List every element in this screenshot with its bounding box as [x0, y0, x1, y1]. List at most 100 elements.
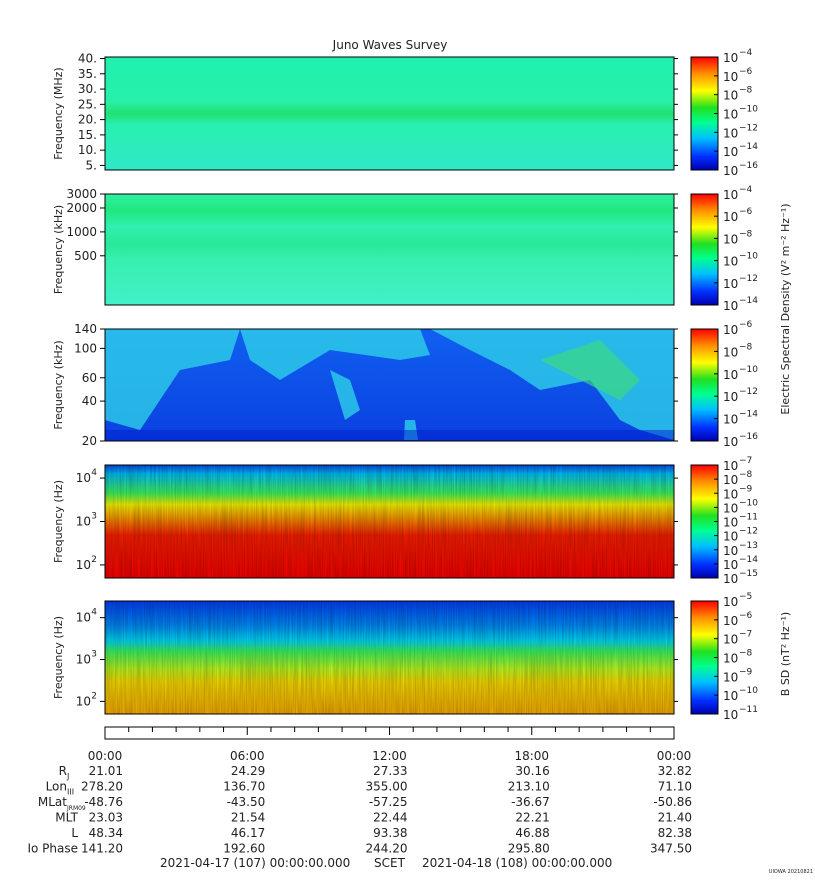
colorbar-tick-exponent: −10 [739, 498, 758, 508]
ephemeris-value: 278.20 [81, 780, 123, 794]
ephemeris-value: -48.76 [84, 795, 123, 809]
spectrogram-image [105, 57, 674, 170]
ephemeris-value: 23.03 [89, 811, 123, 825]
colorbar-tick-exponent: −4 [739, 185, 753, 195]
colorbar-tick-exponent: −7 [739, 456, 752, 466]
colorbar-tick-exponent: −16 [739, 161, 758, 171]
y-tick-label: 10 [76, 653, 91, 667]
ephemeris-value: 93.38 [373, 826, 407, 840]
ephemeris-value: 46.17 [231, 826, 265, 840]
ephemeris-value: 244.20 [366, 842, 408, 856]
colorbar-tick-label: 10 [723, 255, 738, 269]
ephemeris-label: MLT [55, 811, 78, 825]
colorbar-gradient [690, 328, 719, 442]
y-tick-label: 100 [74, 341, 97, 355]
ephemeris-value: 82.38 [658, 826, 692, 840]
footer-end: 2021-04-18 (108) 00:00:00.000 [422, 856, 612, 870]
colorbar-tick-exponent: −12 [739, 274, 758, 284]
time-tick-label: 00:00 [657, 749, 692, 763]
colorbar-tick-exponent: −11 [739, 513, 758, 523]
ephemeris-value: 21.40 [658, 811, 692, 825]
colorbar-tick-exponent: −10 [739, 365, 758, 375]
colorbar-tick-label: 10 [723, 652, 738, 666]
ephemeris-value: -57.25 [369, 795, 408, 809]
colorbar-tick-exponent: −6 [739, 67, 753, 77]
y-tick-label: 3000 [66, 187, 97, 201]
y-tick-label: 10 [76, 611, 91, 625]
emission-feature [540, 340, 640, 400]
ephemeris-label: Io Phase [27, 842, 78, 856]
ephemeris-value: 71.10 [658, 780, 692, 794]
y-tick-label: 10. [78, 143, 97, 157]
colorbar-tick-label: 10 [723, 164, 738, 178]
y-tick-label: 20. [78, 113, 97, 127]
y-tick-exponent: 3 [91, 512, 97, 522]
colorbar-tick-exponent: −6 [739, 207, 753, 217]
ephemeris-value: 22.44 [373, 811, 407, 825]
colorbar-tick-label: 10 [723, 70, 738, 84]
colorbar-tick-exponent: −6 [739, 320, 753, 330]
colorbar-tick-exponent: −12 [739, 123, 758, 133]
emission-feature [240, 329, 430, 380]
ephemeris-label: Lon [46, 780, 67, 794]
spectrogram-texture [105, 465, 674, 578]
spectrogram-texture [105, 601, 674, 714]
colorbar-tick-label: 10 [723, 595, 738, 609]
panel-frame [104, 600, 675, 715]
colorbar-tick-label: 10 [723, 108, 738, 122]
colorbar-tick-exponent: −14 [739, 142, 758, 152]
ephemeris-value: -50.86 [653, 795, 692, 809]
y-tick-label: 2000 [66, 201, 97, 215]
colorbar-tick-label: 10 [723, 188, 738, 202]
colorbar-label-electric: Electric Spectral Density (V² m⁻² Hz⁻¹) [779, 203, 792, 414]
y-tick-exponent: 3 [91, 650, 97, 660]
y-tick-label: 1000 [66, 225, 97, 239]
ephemeris-label: L [71, 826, 78, 840]
colorbar-tick-label: 10 [723, 323, 738, 337]
y-tick-label: 10 [76, 694, 91, 708]
colorbar-tick-exponent: −6 [739, 611, 753, 621]
colorbar-tick-label: 10 [723, 145, 738, 159]
colorbar-tick-label: 10 [723, 368, 738, 382]
panel-frame [104, 193, 675, 306]
colorbar-tick-exponent: −12 [739, 387, 758, 397]
ephemeris-value: 295.80 [508, 842, 550, 856]
ephemeris-value: 27.33 [373, 764, 407, 778]
colorbar-tick-label: 10 [723, 501, 738, 515]
colorbar-gradient [690, 56, 719, 171]
y-tick-label: 35. [78, 67, 97, 81]
y-tick-exponent: 2 [91, 555, 97, 565]
ephemeris-value: 24.29 [231, 764, 265, 778]
y-axis-label: Frequency (Hz) [52, 480, 65, 563]
y-tick-label: 20 [82, 434, 97, 448]
ephemeris-label-subscript: J [66, 772, 69, 781]
y-tick-label: 5. [86, 158, 97, 172]
ephemeris-label-subscript: JRM09 [66, 805, 86, 812]
ephemeris-value: 46.88 [515, 826, 549, 840]
y-tick-exponent: 4 [91, 468, 97, 478]
colorbar-tick-exponent: −10 [739, 686, 758, 696]
colorbar-tick-exponent: −10 [739, 252, 758, 262]
colorbar-tick-label: 10 [723, 345, 738, 359]
y-tick-label: 60 [82, 371, 97, 385]
y-axis-label: Frequency (kHz) [52, 340, 65, 429]
ephemeris-value: 136.70 [223, 780, 265, 794]
emission-feature [105, 430, 674, 441]
colorbar-tick-label: 10 [723, 558, 738, 572]
colorbar-gradient [690, 193, 719, 306]
colorbar-tick-exponent: −9 [739, 484, 753, 494]
ephemeris-value: 22.21 [515, 811, 549, 825]
time-tick-label: 06:00 [230, 749, 265, 763]
colorbar-gradient [690, 464, 719, 579]
ephemeris-value: 21.54 [231, 811, 265, 825]
ephemeris-value: 347.50 [650, 842, 692, 856]
colorbar-tick-label: 10 [723, 459, 738, 473]
colorbar-tick-label: 10 [723, 633, 738, 647]
colorbar-tick-exponent: −14 [739, 410, 758, 420]
colorbar-tick-exponent: −8 [739, 342, 753, 352]
